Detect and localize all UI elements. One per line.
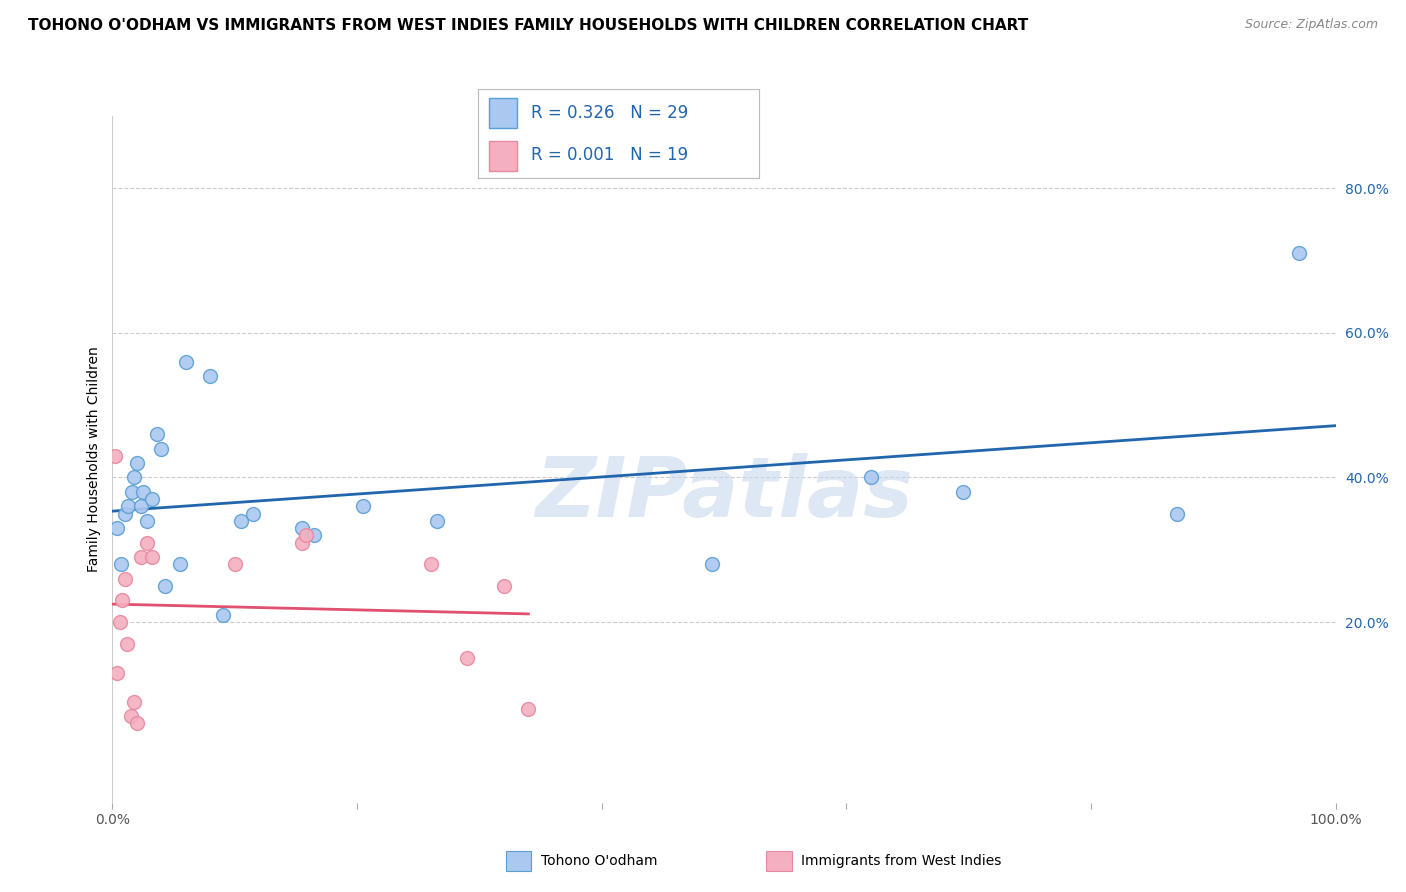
Point xyxy=(419,558,441,572)
Point xyxy=(124,470,146,484)
Point xyxy=(121,484,143,499)
Point xyxy=(129,500,152,514)
Point xyxy=(132,484,155,499)
Point xyxy=(110,558,132,572)
Text: Tohono O'odham: Tohono O'odham xyxy=(541,854,658,868)
Point xyxy=(105,665,128,680)
Point xyxy=(200,369,222,384)
Point xyxy=(1288,246,1310,260)
Point xyxy=(120,709,142,723)
Point xyxy=(169,558,191,572)
Point xyxy=(294,528,316,542)
Bar xyxy=(489,141,517,171)
Point xyxy=(141,549,163,564)
Point xyxy=(135,514,157,528)
Point xyxy=(150,442,173,456)
Point xyxy=(304,528,326,542)
Point xyxy=(456,651,478,665)
Point xyxy=(174,355,197,369)
Point xyxy=(352,500,374,514)
Point xyxy=(114,572,136,586)
Point xyxy=(1166,507,1188,521)
Point xyxy=(145,427,167,442)
Point xyxy=(224,558,246,572)
Point xyxy=(141,492,163,507)
Point xyxy=(125,716,148,731)
Y-axis label: Family Households with Children: Family Households with Children xyxy=(87,346,101,573)
Point xyxy=(114,507,136,521)
Text: ZIPatlas: ZIPatlas xyxy=(536,453,912,534)
Point xyxy=(291,521,314,535)
Text: R = 0.326   N = 29: R = 0.326 N = 29 xyxy=(531,104,689,122)
Point xyxy=(105,521,128,535)
Text: Source: ZipAtlas.com: Source: ZipAtlas.com xyxy=(1244,18,1378,31)
Bar xyxy=(489,98,517,128)
Point xyxy=(291,535,314,549)
Text: Immigrants from West Indies: Immigrants from West Indies xyxy=(801,854,1002,868)
Point xyxy=(859,470,882,484)
Point xyxy=(517,702,540,716)
Point xyxy=(135,535,157,549)
Point xyxy=(211,607,233,622)
Point xyxy=(229,514,252,528)
Point xyxy=(115,637,138,651)
Point xyxy=(153,579,176,593)
Point xyxy=(129,549,152,564)
Point xyxy=(111,593,134,607)
Point xyxy=(117,500,139,514)
Text: R = 0.001   N = 19: R = 0.001 N = 19 xyxy=(531,146,689,164)
Point xyxy=(952,484,974,499)
Point xyxy=(426,514,449,528)
Point xyxy=(104,449,127,463)
Point xyxy=(125,456,148,470)
Point xyxy=(124,695,146,709)
Point xyxy=(492,579,515,593)
Point xyxy=(108,615,131,629)
Text: TOHONO O'ODHAM VS IMMIGRANTS FROM WEST INDIES FAMILY HOUSEHOLDS WITH CHILDREN CO: TOHONO O'ODHAM VS IMMIGRANTS FROM WEST I… xyxy=(28,18,1028,33)
Point xyxy=(242,507,264,521)
Point xyxy=(700,558,723,572)
